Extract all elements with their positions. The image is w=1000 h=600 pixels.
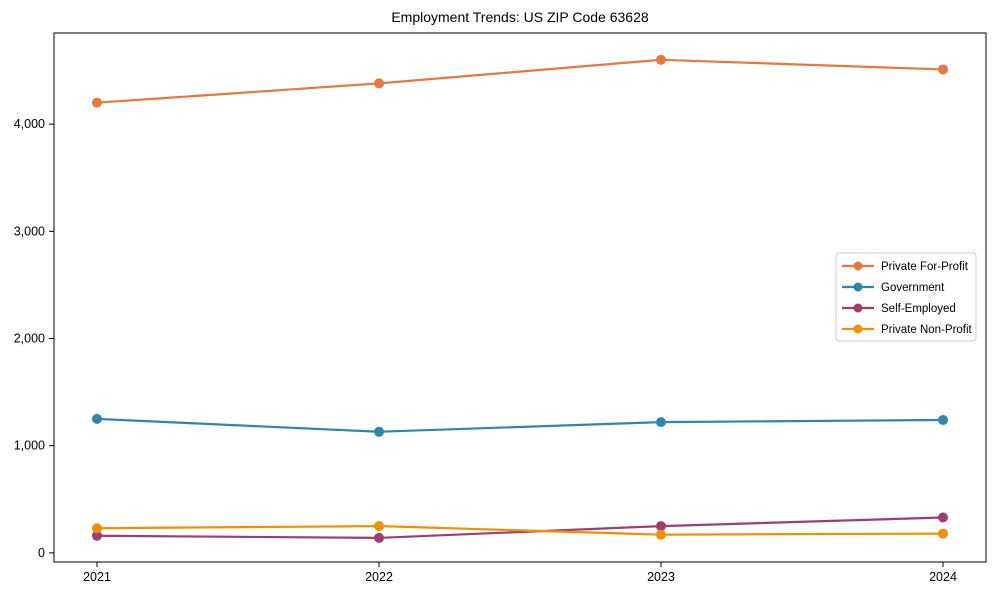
data-point-private-for-profit-2021 [92, 97, 102, 108]
legend-sample-marker-private-non-profit [853, 324, 863, 334]
data-point-private-non-profit-2021 [92, 523, 102, 534]
series-line-self-employed [95, 516, 945, 539]
chart-title: Employment Trends: US ZIP Code 63628 [391, 9, 649, 25]
legend-sample-marker-private-for-profit [853, 261, 863, 271]
plot-area-border [53, 32, 987, 563]
y-axis-tick-label: 3,000 [14, 224, 45, 238]
data-point-private-non-profit-2022 [374, 521, 384, 532]
series-line-private-non-profit [95, 524, 945, 536]
data-point-government-2024 [938, 414, 948, 425]
legend-box [835, 252, 977, 342]
data-point-private-non-profit-2024 [938, 528, 948, 539]
series-line-private-for-profit [95, 58, 945, 104]
x-axis-tick-label: 2022 [365, 570, 393, 584]
data-point-private-non-profit-2023 [656, 529, 666, 540]
y-axis-tick-label: 4,000 [14, 117, 45, 131]
x-axis-tick-label: 2021 [83, 570, 111, 584]
data-point-private-for-profit-2023 [656, 54, 666, 65]
data-point-government-2022 [374, 426, 384, 437]
data-point-self-employed-2021 [92, 530, 102, 541]
y-axis-tick-label: 0 [38, 546, 45, 560]
data-point-self-employed-2024 [938, 512, 948, 523]
data-point-private-for-profit-2022 [374, 78, 384, 89]
x-axis-tick-label: 2024 [929, 570, 957, 584]
legend-label-self-employed: Self-Employed [881, 303, 956, 315]
data-point-self-employed-2022 [374, 532, 384, 543]
series-line-government [95, 417, 945, 433]
y-axis-tick-label: 2,000 [14, 332, 45, 346]
legend-label-private-non-profit: Private Non-Profit [881, 324, 973, 336]
legend-sample-marker-government [853, 282, 863, 292]
x-axis-tick-label: 2023 [647, 570, 675, 584]
data-point-government-2023 [656, 417, 666, 428]
data-point-private-for-profit-2024 [938, 64, 948, 75]
legend-sample-marker-self-employed [853, 303, 863, 313]
legend-label-private-for-profit: Private For-Profit [881, 261, 969, 273]
legend-label-government: Government [881, 282, 945, 294]
y-axis-tick-label: 1,000 [14, 439, 45, 453]
data-point-government-2021 [92, 413, 102, 424]
data-point-self-employed-2023 [656, 521, 666, 532]
